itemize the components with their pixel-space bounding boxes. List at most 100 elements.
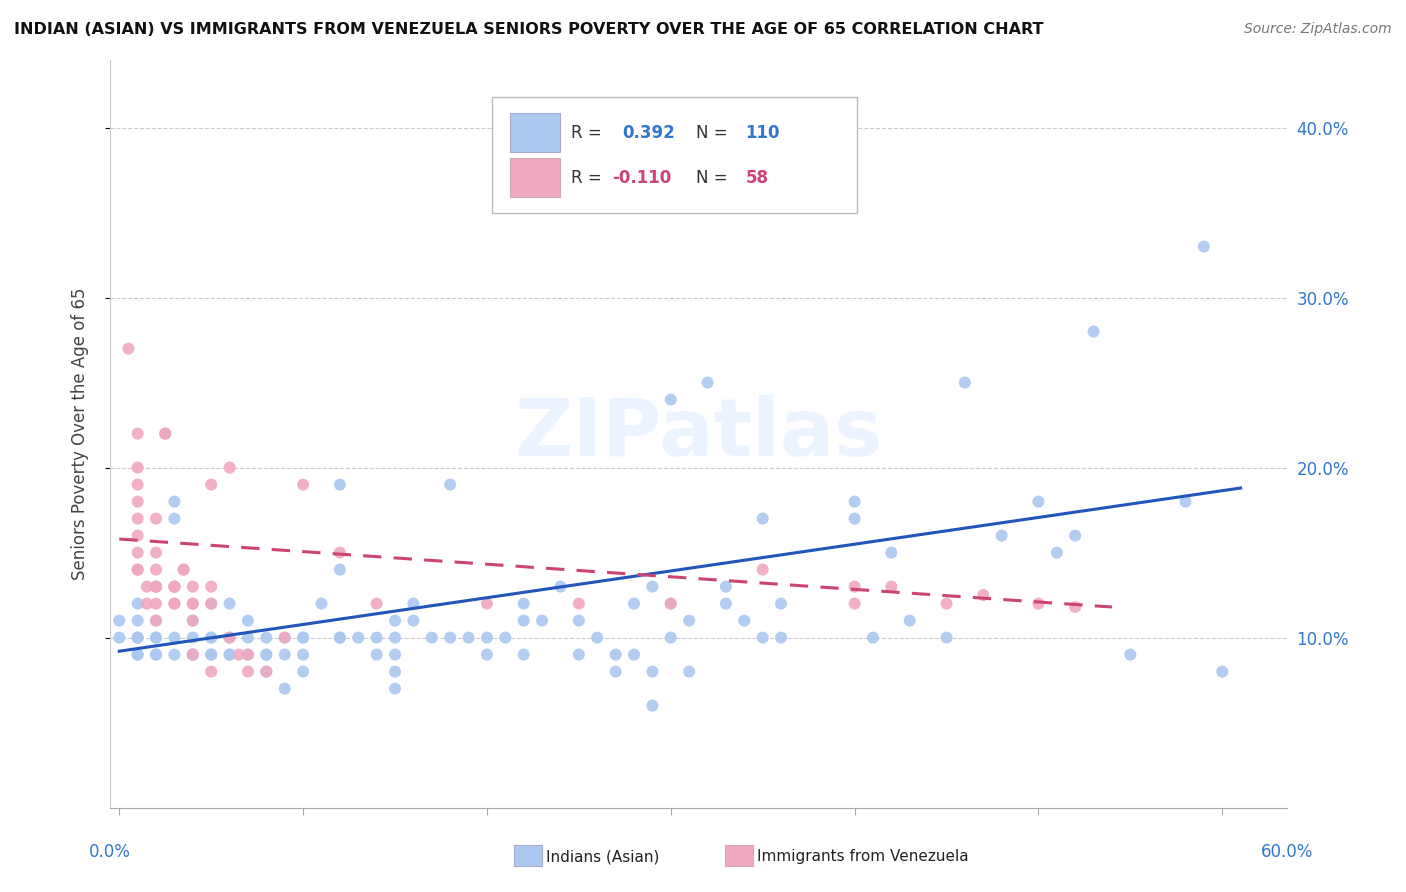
- FancyBboxPatch shape: [510, 159, 560, 197]
- Point: [181, 580, 204, 594]
- Point: [1192, 239, 1215, 253]
- Point: [127, 528, 149, 542]
- Point: [145, 648, 167, 662]
- Point: [329, 563, 352, 577]
- Point: [135, 597, 157, 611]
- Point: [181, 648, 204, 662]
- Point: [145, 563, 167, 577]
- Text: -0.110: -0.110: [613, 169, 672, 186]
- Point: [127, 648, 149, 662]
- Point: [714, 597, 737, 611]
- Point: [200, 597, 222, 611]
- Point: [329, 546, 352, 560]
- Point: [439, 477, 461, 491]
- Point: [329, 477, 352, 491]
- Point: [641, 698, 664, 713]
- Point: [384, 614, 406, 628]
- Point: [935, 631, 957, 645]
- Point: [329, 631, 352, 645]
- Point: [181, 614, 204, 628]
- Point: [751, 563, 773, 577]
- Point: [568, 614, 591, 628]
- Point: [844, 511, 866, 525]
- Point: [117, 342, 139, 356]
- Point: [181, 597, 204, 611]
- Point: [127, 614, 149, 628]
- Point: [475, 597, 498, 611]
- Point: [173, 563, 195, 577]
- Point: [135, 580, 157, 594]
- Point: [292, 665, 315, 679]
- Point: [145, 580, 167, 594]
- Point: [1119, 648, 1142, 662]
- Point: [127, 648, 149, 662]
- Point: [659, 392, 682, 407]
- Point: [402, 614, 425, 628]
- Point: [127, 597, 149, 611]
- Point: [145, 597, 167, 611]
- Point: [420, 631, 443, 645]
- Point: [292, 477, 315, 491]
- Point: [770, 597, 793, 611]
- Point: [292, 631, 315, 645]
- Point: [273, 681, 295, 696]
- Point: [751, 631, 773, 645]
- FancyBboxPatch shape: [510, 113, 560, 153]
- FancyBboxPatch shape: [492, 97, 858, 213]
- Point: [659, 631, 682, 645]
- Point: [163, 494, 186, 508]
- Point: [145, 511, 167, 525]
- Point: [384, 665, 406, 679]
- Point: [384, 648, 406, 662]
- Point: [145, 614, 167, 628]
- Point: [145, 614, 167, 628]
- Point: [751, 511, 773, 525]
- Point: [173, 563, 195, 577]
- Point: [163, 580, 186, 594]
- Point: [1174, 494, 1197, 508]
- Point: [200, 631, 222, 645]
- Point: [568, 597, 591, 611]
- Text: 110: 110: [745, 124, 780, 142]
- Point: [127, 546, 149, 560]
- Point: [457, 631, 479, 645]
- Point: [623, 597, 645, 611]
- Point: [218, 631, 240, 645]
- Point: [844, 580, 866, 594]
- Point: [475, 648, 498, 662]
- Point: [1028, 597, 1050, 611]
- Y-axis label: Seniors Poverty Over the Age of 65: Seniors Poverty Over the Age of 65: [72, 287, 89, 580]
- Point: [145, 580, 167, 594]
- Point: [623, 648, 645, 662]
- Point: [605, 648, 627, 662]
- Point: [155, 426, 177, 441]
- Point: [200, 597, 222, 611]
- Text: Immigrants from Venezuela: Immigrants from Venezuela: [758, 849, 969, 864]
- Point: [659, 597, 682, 611]
- Point: [366, 597, 388, 611]
- Point: [862, 631, 884, 645]
- Point: [236, 648, 259, 662]
- Point: [145, 580, 167, 594]
- Point: [127, 460, 149, 475]
- Point: [990, 528, 1012, 542]
- Point: [531, 614, 554, 628]
- Point: [181, 614, 204, 628]
- Point: [273, 631, 295, 645]
- Point: [163, 597, 186, 611]
- Point: [659, 597, 682, 611]
- Point: [935, 597, 957, 611]
- Point: [127, 511, 149, 525]
- Point: [714, 580, 737, 594]
- Point: [568, 648, 591, 662]
- Point: [127, 631, 149, 645]
- Point: [200, 477, 222, 491]
- Point: [311, 597, 333, 611]
- Text: ZIPatlas: ZIPatlas: [515, 394, 883, 473]
- Point: [218, 648, 240, 662]
- Point: [236, 614, 259, 628]
- Point: [181, 597, 204, 611]
- Point: [236, 631, 259, 645]
- Point: [641, 580, 664, 594]
- Point: [127, 631, 149, 645]
